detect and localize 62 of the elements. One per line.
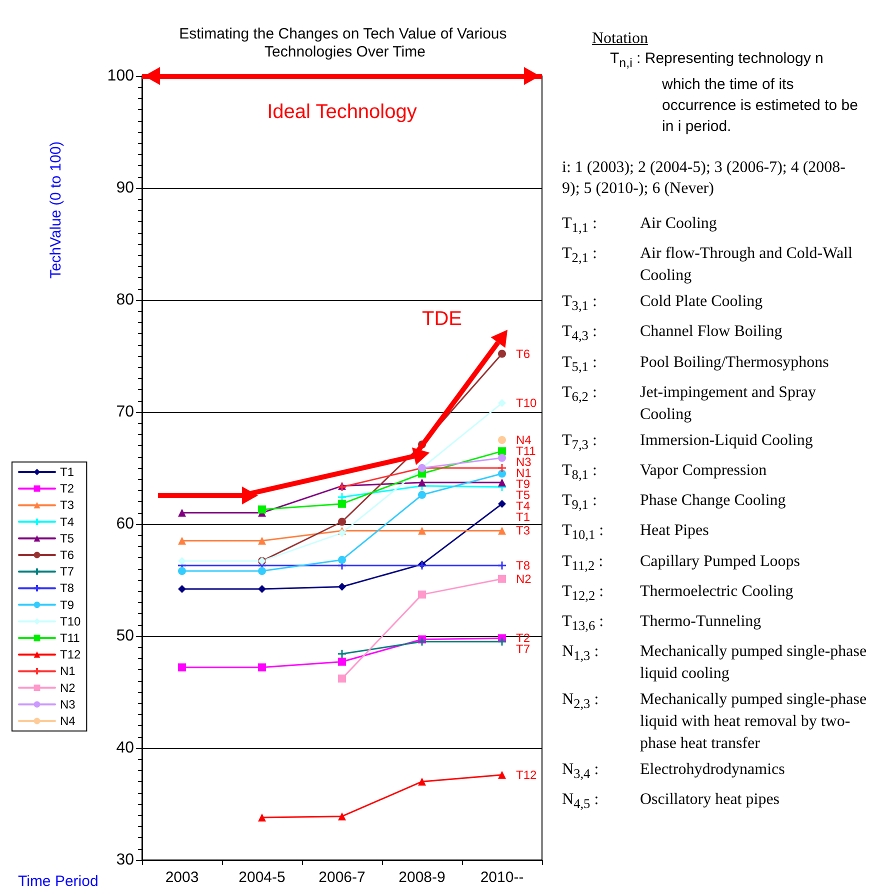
y-tick-label: 30 bbox=[116, 852, 134, 868]
legend-label: T1 bbox=[60, 465, 74, 479]
legend-label: T3 bbox=[60, 498, 74, 512]
legend-label: T4 bbox=[60, 514, 74, 529]
legend-label: T9 bbox=[60, 598, 74, 612]
text: T$_{6,2}$ : Jet-impingement and Spray Cooling bbox=[562, 384, 816, 423]
y-tick-label: 70 bbox=[116, 404, 134, 420]
text: N$_{3,4}$ : Electrohydrodynamics bbox=[562, 761, 785, 782]
legend-label: T8 bbox=[60, 581, 74, 596]
y-tick-label: 40 bbox=[116, 740, 134, 756]
text: T$_{9,1}$ : Phase Change Cooling bbox=[562, 492, 786, 512]
legend-label: N1 bbox=[60, 664, 76, 678]
x-tick-label: 2006-7 bbox=[318, 869, 366, 886]
x-tick-label: 2008-9 bbox=[398, 869, 446, 886]
text: T$_{3,1}$ : Cold Plate Cooling bbox=[562, 293, 763, 314]
legend-label: N2 bbox=[60, 680, 76, 695]
text: Notation bbox=[592, 30, 649, 48]
text: N$_{2,3}$ : Mechanically pumped single-phase liquid with heat removal by two-phase heat transfer bbox=[562, 691, 867, 752]
y-tick-label: 100 bbox=[107, 68, 134, 84]
text: T$_{7,3}$ : Immersion-Liquid Cooling bbox=[562, 432, 813, 452]
text: T$_{11,2}$ : Capillary Pumped Loops bbox=[562, 552, 800, 573]
annotation: TDE bbox=[422, 308, 462, 330]
text: T$_{n,i}$ : Representing technology n which the time of its occurrence is estimeted to be in i period. bbox=[610, 49, 859, 137]
text: T$_{2,1}$ : Air flow-Through and Cold-Wall Cooling bbox=[562, 245, 852, 284]
text: T$_{8,1}$ : Vapor Compression bbox=[562, 462, 767, 482]
y-axis-title: TechValue (0 to 100) bbox=[48, 141, 64, 279]
text: T$_{10,1}$ : Heat Pipes bbox=[562, 522, 709, 542]
legend-label: T7 bbox=[60, 564, 74, 579]
text: T3 bbox=[516, 524, 530, 538]
chart-title: Estimating the Changes on Tech Value of Various Technologies Over Time bbox=[179, 26, 511, 60]
y-tick-label: 50 bbox=[116, 628, 134, 644]
legend-label: T11 bbox=[60, 631, 80, 645]
text: T$_{4,3}$ : Channel Flow Boiling bbox=[562, 323, 782, 344]
legend-label: N4 bbox=[60, 714, 76, 728]
text: T7 bbox=[516, 642, 530, 656]
text: T$_{1,1}$ : Air Cooling bbox=[562, 215, 717, 236]
text: T8 bbox=[516, 558, 530, 572]
legend-label: T12 bbox=[60, 648, 82, 662]
legend-label: N3 bbox=[60, 697, 76, 712]
text: T$_{13,6}$ : Thermo-Tunneling bbox=[562, 612, 762, 634]
text: T$_{12,2}$ : Thermoelectric Cooling bbox=[562, 582, 794, 603]
x-axis-title: Time Period bbox=[18, 873, 98, 890]
text: T12 bbox=[516, 768, 537, 782]
legend-label: T10 bbox=[60, 614, 82, 628]
x-tick-label: 2010-- bbox=[480, 869, 524, 886]
x-tick-label: 2004-5 bbox=[238, 869, 286, 886]
text: N$_{4,5}$ : Oscillatory heat pipes bbox=[562, 791, 780, 812]
text: T10 bbox=[516, 396, 537, 410]
legend-label: T2 bbox=[60, 482, 74, 496]
y-tick-label: 80 bbox=[116, 292, 134, 308]
text: N2 bbox=[516, 572, 532, 586]
text: T6 bbox=[516, 346, 530, 361]
ref-line-label: Ideal Technology bbox=[267, 101, 417, 123]
legend-label: T5 bbox=[60, 531, 74, 546]
legend-label: T6 bbox=[60, 548, 74, 562]
text: T$_{5,1}$ : Pool Boiling/Thermosyphons bbox=[562, 354, 829, 374]
y-tick-label: 90 bbox=[116, 180, 134, 196]
text: N$_{1,3}$ : Mechanically pumped single-phase liquid cooling bbox=[562, 643, 867, 682]
text: i: 1 (2003); 2 (2004-5); 3 (2006-7); 4 (2008-9); 5 (2010-); 6 (Never) bbox=[562, 158, 847, 199]
text: N4 bbox=[516, 433, 532, 447]
x-tick-label: 2003 bbox=[165, 869, 199, 886]
y-tick-label: 60 bbox=[116, 516, 134, 532]
